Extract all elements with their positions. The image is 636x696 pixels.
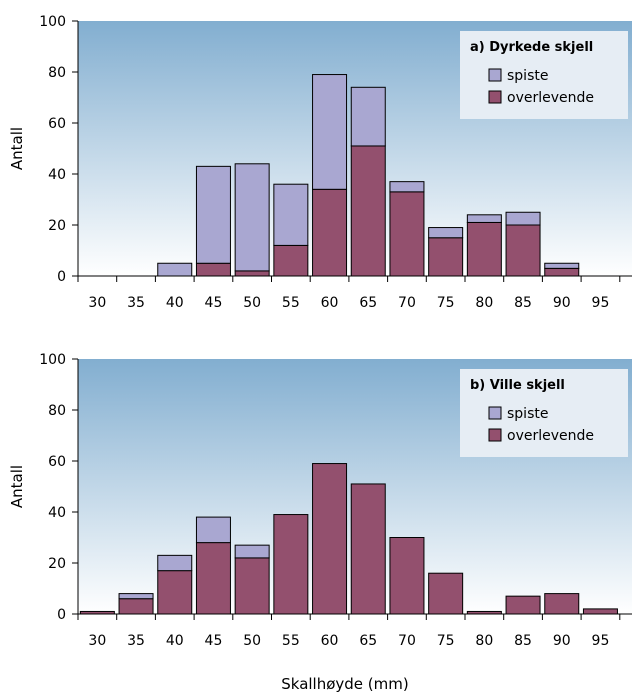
x-tick-label: 95 <box>592 295 610 311</box>
x-tick-label: 75 <box>437 295 455 311</box>
bar-spiste <box>505 211 541 226</box>
legend-swatch-spiste <box>488 68 502 82</box>
y-axis-title: Antall <box>8 127 26 170</box>
x-tick-label: 35 <box>127 295 145 311</box>
bar-overlevende <box>157 570 193 615</box>
x-tick-label: 40 <box>166 633 184 649</box>
bar-overlevende <box>350 483 386 615</box>
y-tick-label: 80 <box>48 403 66 419</box>
y-tick-label: 40 <box>48 505 66 521</box>
x-tick-label: 40 <box>166 295 184 311</box>
legend-box <box>460 31 628 119</box>
y-tick-label: 0 <box>57 607 66 623</box>
x-tick-label: 55 <box>282 295 300 311</box>
x-tick-label: 70 <box>398 295 416 311</box>
bar-spiste <box>195 516 231 544</box>
legend-label-spiste: spiste <box>507 68 548 84</box>
x-tick-label: 60 <box>321 295 339 311</box>
legend-swatch-spiste <box>488 406 502 420</box>
bar-overlevende <box>428 237 464 277</box>
x-tick-label: 85 <box>514 295 532 311</box>
bar-spiste <box>312 74 348 190</box>
bar-spiste <box>466 214 502 223</box>
bar-overlevende <box>118 598 154 615</box>
bar-spiste <box>195 165 231 264</box>
legend-swatch-overlevende <box>488 428 502 442</box>
bar-overlevende <box>79 610 115 615</box>
y-tick-label: 20 <box>48 556 66 572</box>
y-tick-label: 60 <box>48 454 66 470</box>
y-tick-label: 60 <box>48 116 66 132</box>
x-tick-label: 30 <box>88 633 106 649</box>
bar-overlevende <box>544 593 580 615</box>
x-tick-label: 65 <box>359 633 377 649</box>
x-tick-label: 50 <box>243 295 261 311</box>
x-tick-label: 75 <box>437 633 455 649</box>
legend-swatch-overlevende <box>488 90 502 104</box>
bar-spiste <box>157 554 193 572</box>
legend-title: a) Dyrkede skjell <box>470 40 593 55</box>
x-tick-label: 50 <box>243 633 261 649</box>
bar-spiste <box>389 181 425 193</box>
bar-overlevende <box>350 145 386 277</box>
x-tick-label: 70 <box>398 633 416 649</box>
bar-overlevende <box>544 267 580 277</box>
legend-label-overlevende: overlevende <box>507 90 594 106</box>
x-tick-label: 65 <box>359 295 377 311</box>
x-tick-label: 80 <box>475 633 493 649</box>
bar-spiste <box>273 183 309 246</box>
y-tick-label: 20 <box>48 218 66 234</box>
bar-overlevende <box>195 542 231 615</box>
bar-overlevende <box>466 610 502 615</box>
legend-title: b) Ville skjell <box>470 378 565 393</box>
y-tick-label: 100 <box>39 352 66 368</box>
bar-spiste <box>234 163 270 272</box>
legend-label-spiste: spiste <box>507 406 548 422</box>
x-tick-label: 35 <box>127 633 145 649</box>
x-tick-label: 95 <box>592 633 610 649</box>
x-tick-label: 60 <box>321 633 339 649</box>
legend-box <box>460 369 628 457</box>
bar-overlevende <box>273 514 309 615</box>
x-tick-label: 45 <box>205 295 223 311</box>
legend-label-overlevende: overlevende <box>507 428 594 444</box>
y-tick-label: 80 <box>48 65 66 81</box>
bar-overlevende <box>234 557 270 615</box>
chart-panel-a: 0 20 40 60 80 100 Antall 30 35 40 45 50 55 60 65 70 75 80… <box>8 14 632 311</box>
x-axis-title: Skallhøyde (mm) <box>281 675 408 693</box>
x-tick-label: 45 <box>205 633 223 649</box>
x-tick-label: 85 <box>514 633 532 649</box>
bar-overlevende <box>195 262 231 277</box>
bar-spiste <box>428 227 464 239</box>
x-tick-label: 90 <box>553 633 571 649</box>
bar-overlevende <box>312 188 348 277</box>
bar-overlevende <box>234 270 270 277</box>
x-tick-label: 30 <box>88 295 106 311</box>
chart-panel-b: 0 20 40 60 80 100 Antall 30 35 40 45 50 55 60 65 70 75 80… <box>8 352 632 649</box>
bar-overlevende <box>389 537 425 615</box>
x-tick-label: 90 <box>553 295 571 311</box>
y-tick-label: 100 <box>39 14 66 30</box>
bar-overlevende <box>466 221 502 277</box>
bar-overlevende <box>505 224 541 277</box>
y-axis-title: Antall <box>8 465 26 508</box>
y-tick-label: 0 <box>57 269 66 285</box>
bar-overlevende <box>273 244 309 277</box>
bar-spiste <box>234 544 270 559</box>
bar-spiste <box>544 262 580 269</box>
bar-overlevende <box>389 191 425 277</box>
bar-overlevende <box>505 595 541 615</box>
x-tick-label: 55 <box>282 633 300 649</box>
bar-overlevende <box>582 608 618 615</box>
bar-spiste <box>350 86 386 147</box>
x-tick-label: 80 <box>475 295 493 311</box>
y-tick-label: 40 <box>48 167 66 183</box>
bar-overlevende <box>312 463 348 615</box>
bar-spiste <box>118 593 154 600</box>
bar-overlevende <box>428 572 464 615</box>
bar-spiste <box>157 262 193 277</box>
